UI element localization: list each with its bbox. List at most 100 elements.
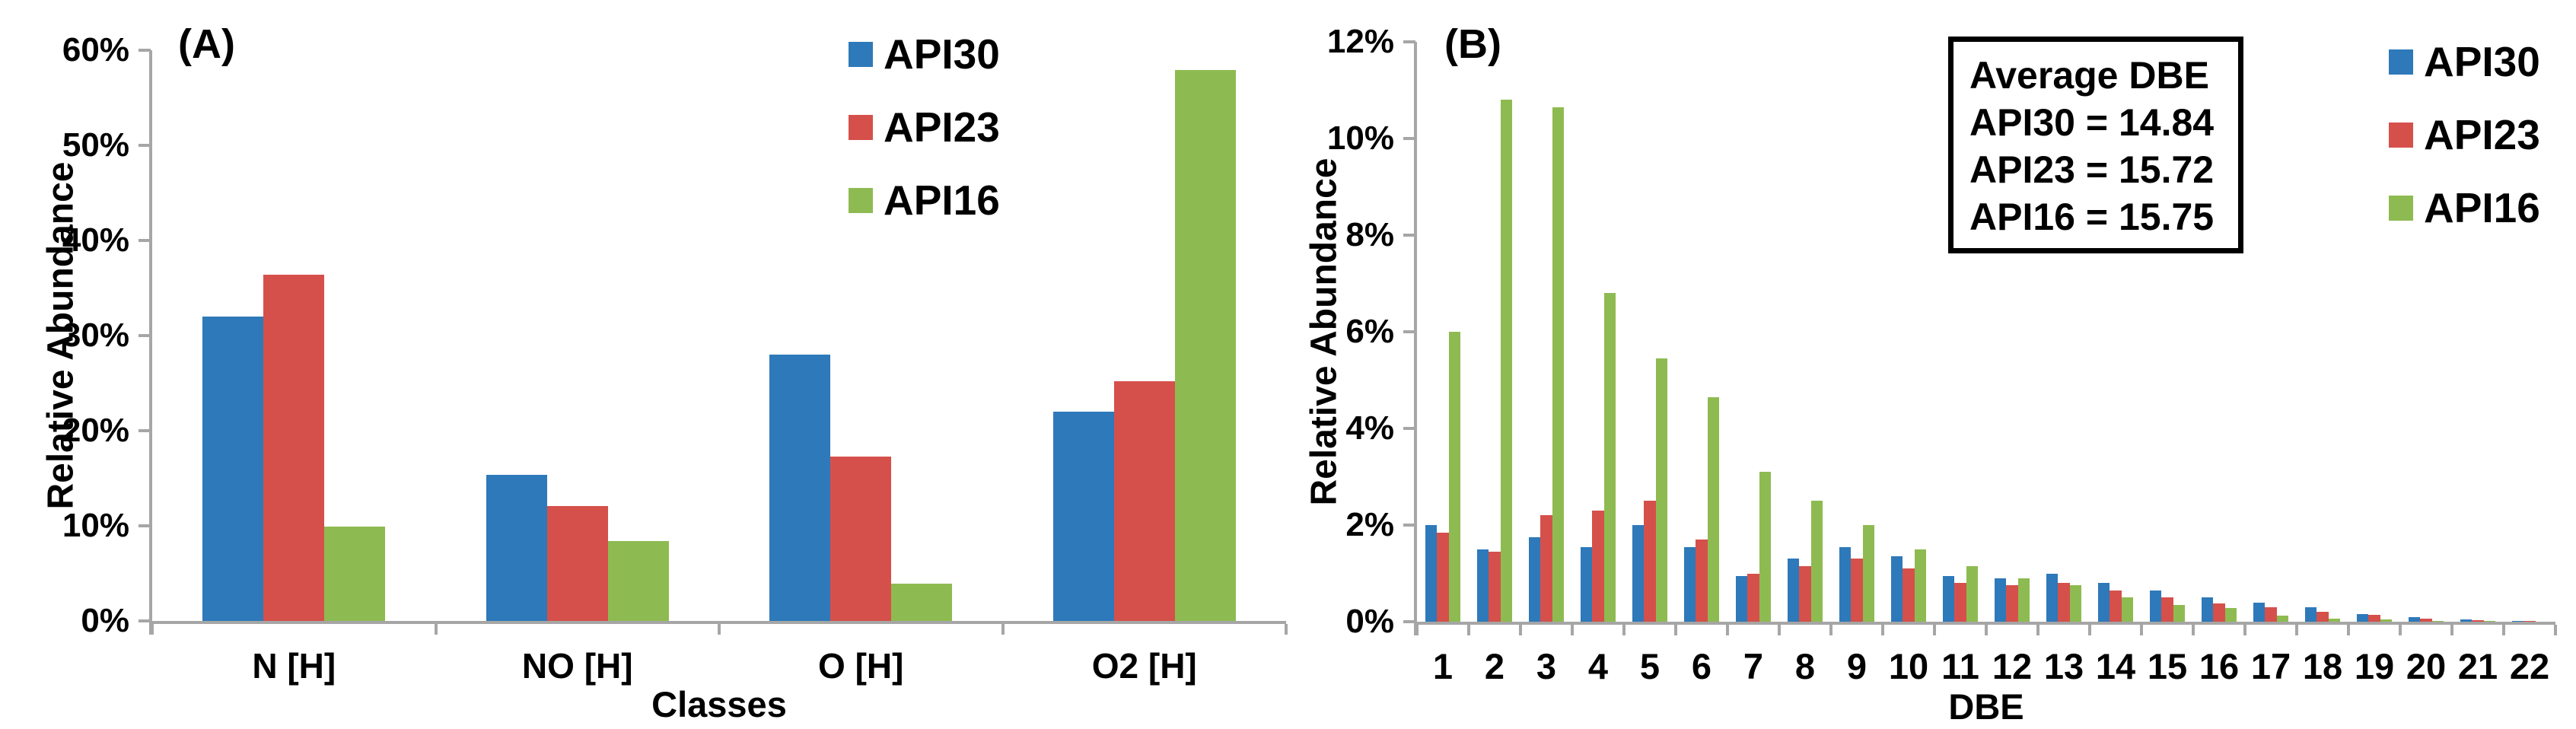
y-tick-label: 20%: [62, 412, 129, 449]
y-axis-tick: [139, 334, 151, 337]
x-tick-label: 21: [2457, 646, 2498, 686]
bar-API30-16: [2201, 597, 2214, 622]
y-tick-label: 8%: [1345, 216, 1394, 253]
x-tick-label: 3: [1536, 646, 1557, 686]
bar-API30-N [H]: [202, 317, 264, 621]
bar-API16-9: [1862, 525, 1875, 622]
bar-API23-14: [2110, 590, 2122, 622]
bar-API16-4: [1603, 293, 1616, 622]
y-axis-line: [1414, 42, 1417, 635]
annotation-line: API30 = 14.84: [1969, 101, 2215, 144]
x-tick-label: 2: [1484, 646, 1505, 686]
legend-swatch-API16: [2389, 196, 2413, 221]
y-tick-label: 40%: [62, 221, 129, 259]
bar-API23-7: [1747, 573, 1759, 622]
bar-API16-10: [1914, 549, 1927, 622]
bar-API16-16: [2224, 608, 2237, 622]
bar-API23-3: [1540, 515, 1552, 622]
bar-API30-21: [2460, 619, 2473, 622]
y-tick-label: 12%: [1326, 23, 1394, 60]
bar-API23-4: [1592, 510, 1604, 622]
y-axis-tick: [1403, 40, 1415, 43]
bar-API23-8: [1799, 565, 1811, 622]
y-tick-label: 6%: [1345, 313, 1394, 350]
annotation-title: Average DBE: [1969, 54, 2209, 97]
bar-API16-NO [H]: [607, 541, 669, 621]
legend-label-API23: API23: [884, 103, 1000, 151]
bar-API23-18: [2316, 612, 2329, 622]
x-axis-tick: [1674, 625, 1677, 635]
bar-API16-6: [1707, 396, 1720, 622]
bar-API30-1: [1425, 525, 1438, 622]
bar-API30-8: [1787, 559, 1800, 622]
y-axis-tick: [139, 144, 151, 147]
legend-item-API23: API23: [849, 107, 1000, 148]
bar-API23-16: [2213, 603, 2225, 622]
legend-label-API30: API30: [2424, 38, 2540, 85]
bar-API30-19: [2356, 613, 2369, 622]
x-axis-tick: [2192, 625, 2195, 635]
bar-API30-6: [1683, 546, 1696, 622]
bar-API30-12: [1994, 578, 2007, 622]
legend-swatch-API30: [2389, 49, 2413, 75]
y-tick-label: 10%: [62, 507, 129, 544]
x-axis-line: [1414, 622, 2555, 625]
x-axis-tick: [2088, 625, 2091, 635]
bar-API16-18: [2328, 619, 2341, 622]
y-axis-tick: [1403, 427, 1415, 430]
panel-a-x-axis-title: Classes: [651, 684, 787, 724]
bar-API23-19: [2368, 615, 2380, 622]
y-axis-tick: [139, 49, 151, 52]
bar-API30-O [H]: [769, 355, 831, 621]
x-tick-label: 10: [1888, 646, 1929, 686]
panel-b-legend: API30 API23 API16: [2389, 41, 2540, 229]
bar-API30-15: [2149, 590, 2162, 622]
y-tick-label: 4%: [1345, 409, 1394, 447]
x-axis-tick: [1467, 625, 1470, 635]
x-tick-label: NO [H]: [521, 646, 633, 686]
panel-b-label: (B): [1444, 21, 1501, 67]
bar-API23-12: [2006, 585, 2018, 622]
annotation-line: API16 = 15.75: [1969, 196, 2215, 238]
y-tick-label: 60%: [62, 31, 129, 68]
bar-API23-N [H]: [263, 275, 325, 621]
x-axis-tick: [1933, 625, 1936, 635]
bar-API16-11: [1966, 565, 1979, 622]
x-tick-label: 6: [1691, 646, 1712, 686]
legend-label-API30: API30: [884, 30, 1000, 78]
legend-item-API16: API16: [849, 180, 1000, 221]
x-axis-tick: [1778, 625, 1781, 635]
bar-API30-17: [2253, 602, 2266, 622]
x-axis-tick: [2243, 625, 2246, 635]
x-tick-label: 16: [2199, 646, 2240, 686]
bar-API30-18: [2304, 606, 2317, 622]
bar-API23-O [H]: [830, 456, 892, 621]
y-axis-tick: [1403, 524, 1415, 527]
x-tick-label: 13: [2043, 646, 2084, 686]
bar-API23-O2 [H]: [1113, 381, 1175, 621]
bar-API30-20: [2408, 616, 2421, 622]
bar-API30-22: [2511, 620, 2524, 622]
y-tick-label: 0%: [81, 602, 129, 639]
x-tick-label: O [H]: [818, 646, 904, 686]
x-tick-label: 17: [2250, 646, 2291, 686]
bar-API23-6: [1696, 540, 1708, 622]
x-tick-label: 1: [1432, 646, 1454, 686]
x-tick-label: 11: [1941, 646, 1979, 686]
x-axis-tick: [1519, 625, 1522, 635]
bar-API23-2: [1489, 551, 1501, 622]
bar-API23-17: [2265, 606, 2277, 622]
x-tick-label: 18: [2302, 646, 2343, 686]
bar-API16-5: [1655, 358, 1668, 622]
bar-API16-21: [2483, 621, 2496, 622]
bar-API30-2: [1476, 549, 1489, 622]
bar-API30-13: [2046, 573, 2059, 622]
bar-API16-1: [1448, 332, 1461, 622]
bar-API16-13: [2069, 585, 2082, 622]
legend-swatch-API23: [2389, 123, 2413, 148]
x-axis-tick: [2554, 625, 2557, 635]
legend-label-API16: API16: [884, 177, 1000, 224]
y-tick-label: 0%: [1345, 603, 1394, 640]
